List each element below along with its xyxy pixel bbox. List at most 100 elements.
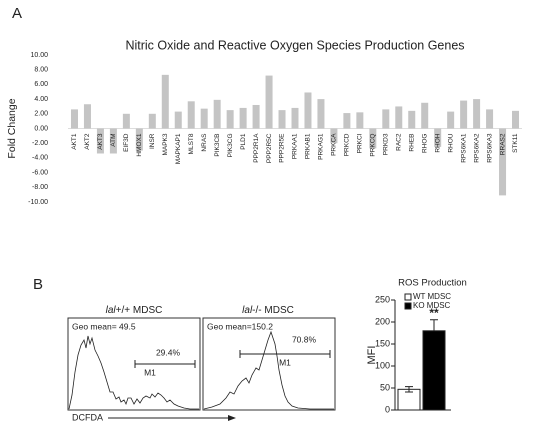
x-tick-label: RHOH xyxy=(434,133,441,152)
legend-swatch xyxy=(404,293,412,301)
bar xyxy=(343,113,351,129)
y-tick-label: -4.00 xyxy=(32,155,48,162)
histogram xyxy=(203,330,334,410)
panel-letter: A xyxy=(12,5,22,22)
error-bar xyxy=(430,319,438,331)
bar xyxy=(369,128,377,149)
x-tick-label: PRKCD xyxy=(344,133,351,156)
bar xyxy=(512,110,520,129)
x-tick-label: PRKAB1 xyxy=(305,133,312,159)
bar xyxy=(356,112,364,129)
flow-title-italic: lal xyxy=(106,305,117,316)
bar xyxy=(226,110,234,129)
x-tick-label: HMOX1 xyxy=(136,133,143,157)
x-tick-label: EIF3D xyxy=(123,133,130,152)
flow-panel: lal-/- MDSC Geo mean=150.2 70.8% M1 xyxy=(202,305,336,411)
x-tick-label: MAPKAP1 xyxy=(175,133,182,164)
x-tick-label: PIK3CB xyxy=(214,134,221,157)
bar xyxy=(252,104,260,129)
bar xyxy=(109,128,117,154)
y-axis-label: MFI xyxy=(366,346,378,365)
x-tick-label: RHOG xyxy=(421,134,428,154)
x-tick-label: ATM xyxy=(110,134,117,147)
x-tick-label: PIK3CG xyxy=(227,134,234,158)
flow-title-rest: -/- MDSC xyxy=(252,305,294,316)
x-tick-label: NRAS xyxy=(201,133,208,152)
bar xyxy=(278,110,286,129)
bar xyxy=(148,113,156,129)
x-axis-label: DCFDA xyxy=(72,412,103,422)
x-tick-label: PRKD3 xyxy=(383,133,390,155)
legend-entry: KO MDSC xyxy=(413,301,451,310)
y-tick-label: 250 xyxy=(375,294,390,304)
bar xyxy=(330,128,338,144)
flow-frame xyxy=(67,317,201,411)
x-tick-label: PRKCQ xyxy=(370,134,377,157)
x-tick-label: PRKAG1 xyxy=(318,133,325,160)
bar xyxy=(265,75,273,129)
bar xyxy=(135,128,143,151)
y-tick-label: 50 xyxy=(380,382,390,392)
x-tick-label: AKT1 xyxy=(71,133,78,150)
x-tick-label: PLD1 xyxy=(240,133,247,150)
x-tick-label: RAC2 xyxy=(395,133,402,151)
x-tick-label: STK11 xyxy=(512,133,519,153)
y-tick-label: -2.00 xyxy=(32,140,48,147)
y-tick-label: 2.00 xyxy=(34,111,48,118)
x-tick-label: PPP2R5C xyxy=(266,133,273,163)
bar xyxy=(499,128,507,196)
arrow-head xyxy=(228,415,236,421)
y-tick-label: 150 xyxy=(375,338,390,348)
x-tick-label: RPS6KA1 xyxy=(460,133,467,163)
flow-title: lal+/+ MDSC xyxy=(106,305,163,316)
y-tick-label: 100 xyxy=(375,360,390,370)
legend-swatch xyxy=(404,302,412,310)
y-axis-label: Fold Change xyxy=(6,98,18,158)
gate-percent: 29.4% xyxy=(156,347,181,357)
x-tick-label: AKT3 xyxy=(97,133,104,150)
y-tick-label: 10.00 xyxy=(30,52,48,59)
bar xyxy=(174,111,182,129)
flow-title-italic: lal xyxy=(242,305,253,316)
bar xyxy=(291,107,299,129)
x-tick-label: MLST8 xyxy=(188,133,195,154)
bar xyxy=(83,104,91,129)
bar xyxy=(434,128,442,147)
y-tick-label: -8.00 xyxy=(32,184,48,191)
bar xyxy=(486,109,494,129)
geo-mean: Geo mean= 49.5 xyxy=(72,321,136,331)
flow-title-rest: +/+ MDSC xyxy=(116,305,163,316)
bar xyxy=(187,101,195,129)
chart-title: ROS Production xyxy=(398,278,467,289)
x-tick-label: RRAS2 xyxy=(499,133,506,155)
bar xyxy=(70,109,78,129)
x-tick-label: PRKCI xyxy=(357,133,364,153)
y-tick-label: -6.00 xyxy=(32,169,48,176)
y-tick-label: 200 xyxy=(375,316,390,326)
chart-title: Nitric Oxide and Reactive Oxygen Species… xyxy=(125,38,464,52)
bar xyxy=(122,113,130,129)
panel-letter: B xyxy=(33,276,43,293)
bar xyxy=(447,111,455,129)
error-bar xyxy=(405,386,413,393)
gate-label: M1 xyxy=(144,367,156,377)
geo-mean: Geo mean=150.2 xyxy=(207,321,273,331)
y-tick-label: 4.00 xyxy=(34,96,48,103)
x-tick-label: RPS6KA3 xyxy=(486,133,493,163)
x-tick-label: INSR xyxy=(149,133,156,149)
x-tick-label: RHEB xyxy=(408,134,415,152)
histogram xyxy=(68,335,199,410)
y-tick-label: 0 xyxy=(385,404,390,414)
bar xyxy=(213,99,221,129)
bar xyxy=(317,99,325,129)
bar xyxy=(408,110,416,129)
y-tick-label: 6.00 xyxy=(34,81,48,88)
x-tick-label: PPP2R5E xyxy=(279,133,286,163)
legend-entry: WT MDSC xyxy=(413,292,451,301)
y-tick-label: -10.00 xyxy=(28,199,48,206)
bar xyxy=(239,107,247,129)
significance: ** xyxy=(429,306,439,320)
x-tick-label: RPS6KA2 xyxy=(473,133,480,163)
gate-label: M1 xyxy=(279,357,291,367)
